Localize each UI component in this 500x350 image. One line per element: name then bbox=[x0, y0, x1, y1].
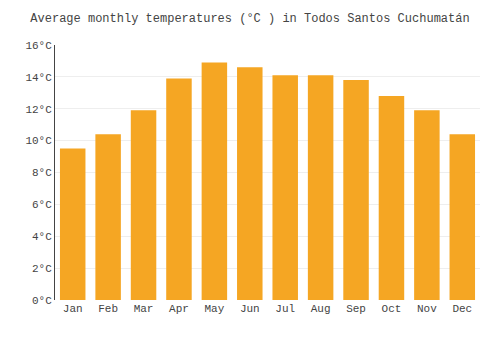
svg-text:Oct: Oct bbox=[382, 303, 402, 315]
svg-text:0°C: 0°C bbox=[32, 295, 52, 307]
svg-text:Sep: Sep bbox=[346, 303, 366, 315]
svg-text:Nov: Nov bbox=[417, 303, 437, 315]
svg-text:12°C: 12°C bbox=[25, 104, 52, 116]
svg-text:May: May bbox=[204, 303, 224, 315]
svg-text:16°C: 16°C bbox=[25, 40, 52, 52]
svg-text:2°C: 2°C bbox=[32, 263, 52, 275]
svg-text:14°C: 14°C bbox=[25, 72, 52, 84]
svg-text:6°C: 6°C bbox=[32, 199, 52, 211]
svg-text:Mar: Mar bbox=[134, 303, 154, 315]
svg-text:4°C: 4°C bbox=[32, 231, 52, 243]
svg-text:Jan: Jan bbox=[63, 303, 83, 315]
svg-text:Apr: Apr bbox=[169, 303, 189, 315]
svg-text:10°C: 10°C bbox=[25, 135, 52, 147]
svg-text:Dec: Dec bbox=[452, 303, 472, 315]
svg-text:Average monthly temperatures (: Average monthly temperatures (°C ) in To… bbox=[30, 12, 469, 26]
svg-text:Jun: Jun bbox=[240, 303, 260, 315]
svg-text:Aug: Aug bbox=[311, 303, 331, 315]
svg-text:Jul: Jul bbox=[275, 303, 295, 315]
svg-text:Feb: Feb bbox=[98, 303, 118, 315]
svg-text:8°C: 8°C bbox=[32, 167, 52, 179]
